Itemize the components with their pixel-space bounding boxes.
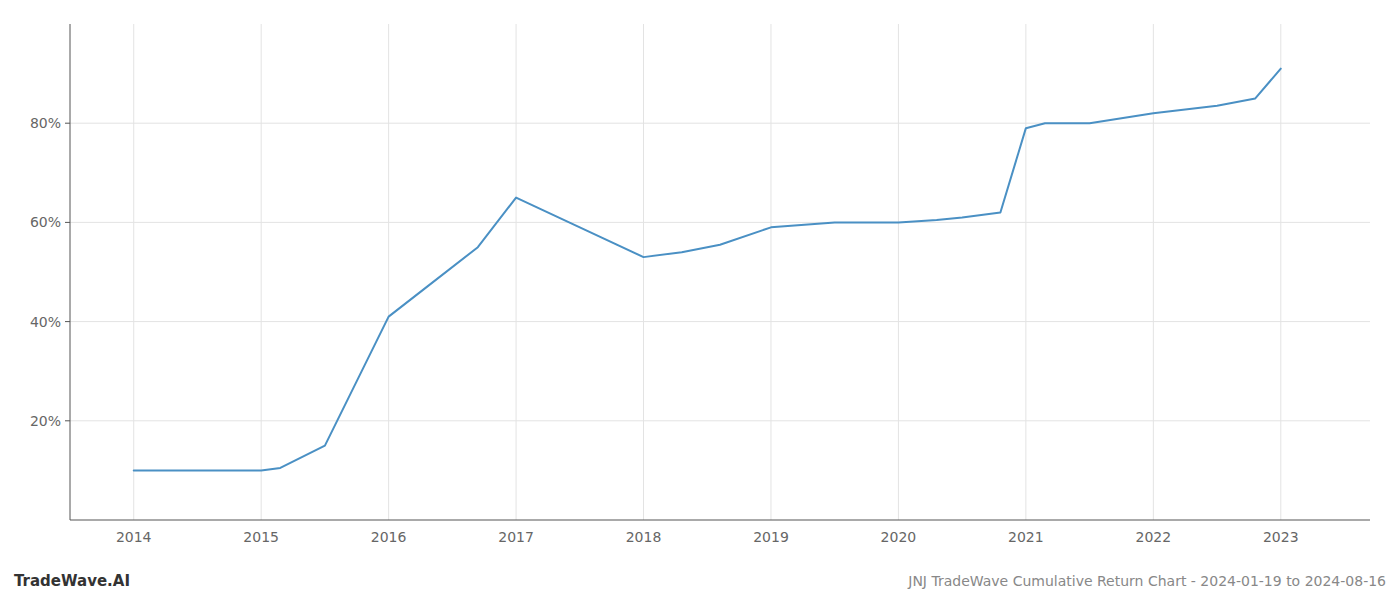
y-grid-line (70, 222, 1370, 223)
y-tick-mark (65, 123, 70, 124)
x-grid-line (770, 24, 771, 520)
x-grid-line (133, 24, 134, 520)
y-tick-mark (65, 321, 70, 322)
y-tick-label: 80% (30, 115, 61, 131)
y-axis-line (70, 24, 71, 520)
data-line (134, 69, 1281, 471)
y-tick-mark (65, 420, 70, 421)
y-grid-line (70, 321, 1370, 322)
x-tick-label: 2020 (881, 529, 917, 545)
x-axis-line (70, 520, 1370, 521)
x-tick-label: 2014 (116, 529, 152, 545)
y-tick-label: 40% (30, 314, 61, 330)
data-layer (134, 69, 1281, 471)
x-grid-line (898, 24, 899, 520)
title: JNJ TradeWave Cumulative Return Chart - … (907, 573, 1386, 589)
x-grid-line (1280, 24, 1281, 520)
x-grid-line (1025, 24, 1026, 520)
axes: 2014 2015 2016 2017 2018 2019 2020 2021 2022 2023… (30, 24, 1370, 545)
x-tick-label: 2017 (498, 529, 534, 545)
y-tick-mark (65, 222, 70, 223)
chart: 2014 2015 2016 2017 2018 2019 2020 2021 2022 2023… (0, 0, 1400, 600)
y-tick-label: 60% (30, 214, 61, 230)
x-grid-line (516, 24, 517, 520)
x-tick-label: 2022 (1136, 529, 1172, 545)
x-grid-line (388, 24, 389, 520)
watermark: TradeWave.AI (14, 572, 130, 590)
y-grid-line (70, 420, 1370, 421)
y-tick-label: 20% (30, 413, 61, 429)
y-grid-line (70, 123, 1370, 124)
x-tick-label: 2018 (626, 529, 662, 545)
grid (70, 24, 1370, 520)
x-grid-line (643, 24, 644, 520)
x-tick-label: 2016 (371, 529, 407, 545)
x-tick-label: 2023 (1263, 529, 1299, 545)
x-tick-label: 2015 (243, 529, 279, 545)
x-grid-line (261, 24, 262, 520)
x-grid-line (1153, 24, 1154, 520)
x-tick-label: 2021 (1008, 529, 1044, 545)
x-tick-label: 2019 (753, 529, 789, 545)
